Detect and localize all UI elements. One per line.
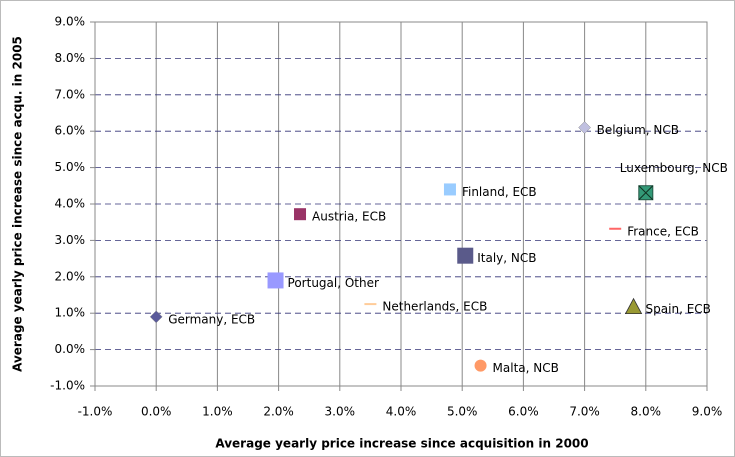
y-tick-label: 5.0% bbox=[55, 160, 86, 174]
point bbox=[624, 297, 643, 315]
x-tick-label: 5.0% bbox=[447, 405, 478, 419]
y-tick-label: 2.0% bbox=[55, 269, 86, 283]
x-tick-label: 0.0% bbox=[141, 405, 172, 419]
y-tick-label: 4.0% bbox=[55, 197, 86, 211]
point-label: Luxembourg, NCB bbox=[620, 161, 728, 175]
point bbox=[474, 359, 487, 372]
x-tick-label: 3.0% bbox=[325, 405, 356, 419]
y-tick-label: -1.0% bbox=[50, 379, 85, 393]
x-tick-label: 4.0% bbox=[386, 405, 417, 419]
point-label: Malta, NCB bbox=[493, 361, 559, 375]
x-tick-label: 7.0% bbox=[569, 405, 600, 419]
y-tick-label: 3.0% bbox=[55, 233, 86, 247]
point bbox=[609, 227, 622, 230]
x-axis-title: Average yearly price increase since acqu… bbox=[215, 437, 588, 451]
point bbox=[578, 121, 591, 134]
plot-border bbox=[94, 21, 708, 387]
point-label: Spain, ECB bbox=[646, 302, 711, 316]
y-tick-label: 0.0% bbox=[55, 342, 86, 356]
x-tick-label: 6.0% bbox=[508, 405, 539, 419]
point-label: Finland, ECB bbox=[462, 185, 537, 199]
x-tick-label: 2.0% bbox=[263, 405, 294, 419]
point bbox=[364, 303, 377, 306]
y-tick-label: 1.0% bbox=[55, 306, 86, 320]
y-tick-label: 9.0% bbox=[55, 15, 86, 29]
y-tick-label: 6.0% bbox=[55, 124, 86, 138]
x-tick-label: -1.0% bbox=[78, 405, 113, 419]
y-tick-label: 8.0% bbox=[55, 51, 86, 65]
point-cross bbox=[638, 185, 654, 201]
point bbox=[294, 208, 307, 221]
point-label: Austria, ECB bbox=[312, 210, 386, 224]
point bbox=[457, 247, 474, 264]
point-label: Belgium, NCB bbox=[597, 123, 679, 137]
point bbox=[443, 183, 456, 196]
point bbox=[267, 272, 284, 289]
point-label: Italy, NCB bbox=[477, 251, 536, 265]
point-label: Germany, ECB bbox=[168, 312, 255, 326]
point-label: France, ECB bbox=[627, 224, 699, 238]
x-tick-label: 8.0% bbox=[631, 405, 662, 419]
x-tick-label: 9.0% bbox=[692, 405, 723, 419]
y-axis-title: Average yearly price increase since acqu… bbox=[11, 36, 25, 372]
y-tick-label: 7.0% bbox=[55, 87, 86, 101]
point bbox=[149, 310, 163, 324]
point-label: Portugal, Other bbox=[288, 276, 379, 290]
point-label: Netherlands, ECB bbox=[382, 300, 487, 314]
x-tick-label: 1.0% bbox=[202, 405, 233, 419]
